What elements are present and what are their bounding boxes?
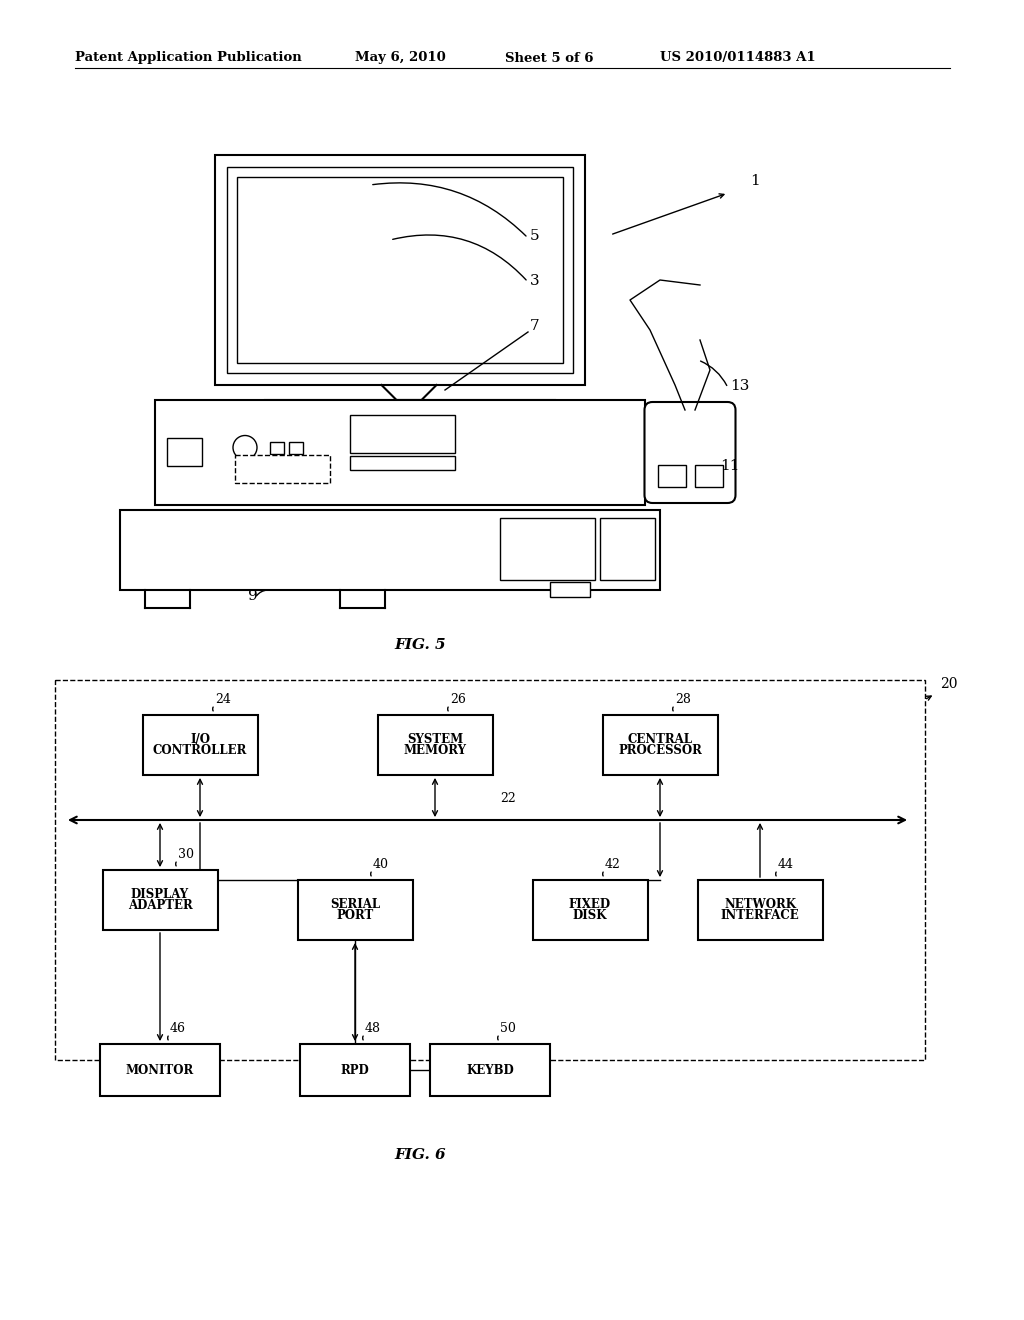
Bar bbox=[695, 465, 723, 487]
Text: 28: 28 bbox=[675, 693, 691, 706]
Text: 11: 11 bbox=[720, 459, 739, 473]
Text: CONTROLLER: CONTROLLER bbox=[153, 743, 247, 756]
Text: ADAPTER: ADAPTER bbox=[128, 899, 193, 912]
Text: SYSTEM: SYSTEM bbox=[407, 733, 463, 746]
Circle shape bbox=[233, 436, 257, 459]
Text: 42: 42 bbox=[605, 858, 621, 871]
Bar bbox=[55, 680, 925, 1060]
Text: DISPLAY: DISPLAY bbox=[131, 888, 189, 902]
Bar bbox=[234, 455, 330, 483]
Bar bbox=[167, 437, 202, 466]
Bar bbox=[100, 1044, 220, 1096]
Text: 1: 1 bbox=[750, 174, 760, 187]
Text: May 6, 2010: May 6, 2010 bbox=[355, 51, 445, 65]
Bar bbox=[430, 1044, 550, 1096]
Text: Patent Application Publication: Patent Application Publication bbox=[75, 51, 302, 65]
Bar bbox=[227, 168, 573, 374]
Bar bbox=[350, 414, 455, 453]
Text: 3: 3 bbox=[530, 275, 540, 288]
Text: NETWORK: NETWORK bbox=[724, 898, 796, 911]
Bar bbox=[142, 715, 257, 775]
Text: MEMORY: MEMORY bbox=[403, 743, 467, 756]
Bar bbox=[237, 177, 563, 363]
Text: PROCESSOR: PROCESSOR bbox=[618, 743, 701, 756]
Text: KEYBD: KEYBD bbox=[466, 1064, 514, 1077]
Text: I/O: I/O bbox=[190, 733, 210, 746]
Text: 48: 48 bbox=[365, 1022, 381, 1035]
Text: CENTRAL: CENTRAL bbox=[628, 733, 692, 746]
Bar bbox=[102, 870, 217, 931]
Text: Sheet 5 of 6: Sheet 5 of 6 bbox=[505, 51, 594, 65]
FancyBboxPatch shape bbox=[644, 403, 735, 503]
Bar bbox=[657, 465, 685, 487]
Text: US 2010/0114883 A1: US 2010/0114883 A1 bbox=[660, 51, 816, 65]
Text: FIG. 5: FIG. 5 bbox=[394, 638, 445, 652]
Text: 7: 7 bbox=[530, 319, 540, 333]
Text: PORT: PORT bbox=[336, 908, 374, 921]
Text: 46: 46 bbox=[170, 1022, 186, 1035]
Text: DISK: DISK bbox=[572, 908, 607, 921]
Bar bbox=[532, 880, 647, 940]
Text: 20: 20 bbox=[940, 677, 957, 690]
Bar bbox=[378, 715, 493, 775]
Bar bbox=[600, 517, 655, 579]
Text: 13: 13 bbox=[730, 379, 750, 393]
Text: 24: 24 bbox=[215, 693, 230, 706]
Text: 9: 9 bbox=[248, 589, 258, 603]
Bar bbox=[697, 880, 822, 940]
Text: 5: 5 bbox=[530, 228, 540, 243]
Bar bbox=[120, 510, 660, 590]
Text: FIXED: FIXED bbox=[569, 898, 611, 911]
Text: MONITOR: MONITOR bbox=[126, 1064, 195, 1077]
Text: RPD: RPD bbox=[341, 1064, 370, 1077]
Text: 30: 30 bbox=[178, 847, 194, 861]
Bar bbox=[270, 441, 284, 454]
Text: 50: 50 bbox=[500, 1022, 516, 1035]
Text: SERIAL: SERIAL bbox=[330, 898, 380, 911]
Text: 22: 22 bbox=[500, 792, 516, 805]
Text: 44: 44 bbox=[778, 858, 794, 871]
Bar bbox=[602, 715, 718, 775]
Bar bbox=[500, 517, 595, 579]
Text: FIG. 6: FIG. 6 bbox=[394, 1148, 445, 1162]
Bar bbox=[550, 582, 590, 597]
Text: INTERFACE: INTERFACE bbox=[721, 908, 800, 921]
Text: 26: 26 bbox=[450, 693, 466, 706]
Bar bbox=[298, 880, 413, 940]
Bar bbox=[215, 154, 585, 385]
Text: 40: 40 bbox=[373, 858, 389, 871]
Bar bbox=[155, 400, 645, 506]
Bar bbox=[350, 455, 455, 470]
Bar bbox=[300, 1044, 410, 1096]
Bar bbox=[289, 441, 303, 454]
